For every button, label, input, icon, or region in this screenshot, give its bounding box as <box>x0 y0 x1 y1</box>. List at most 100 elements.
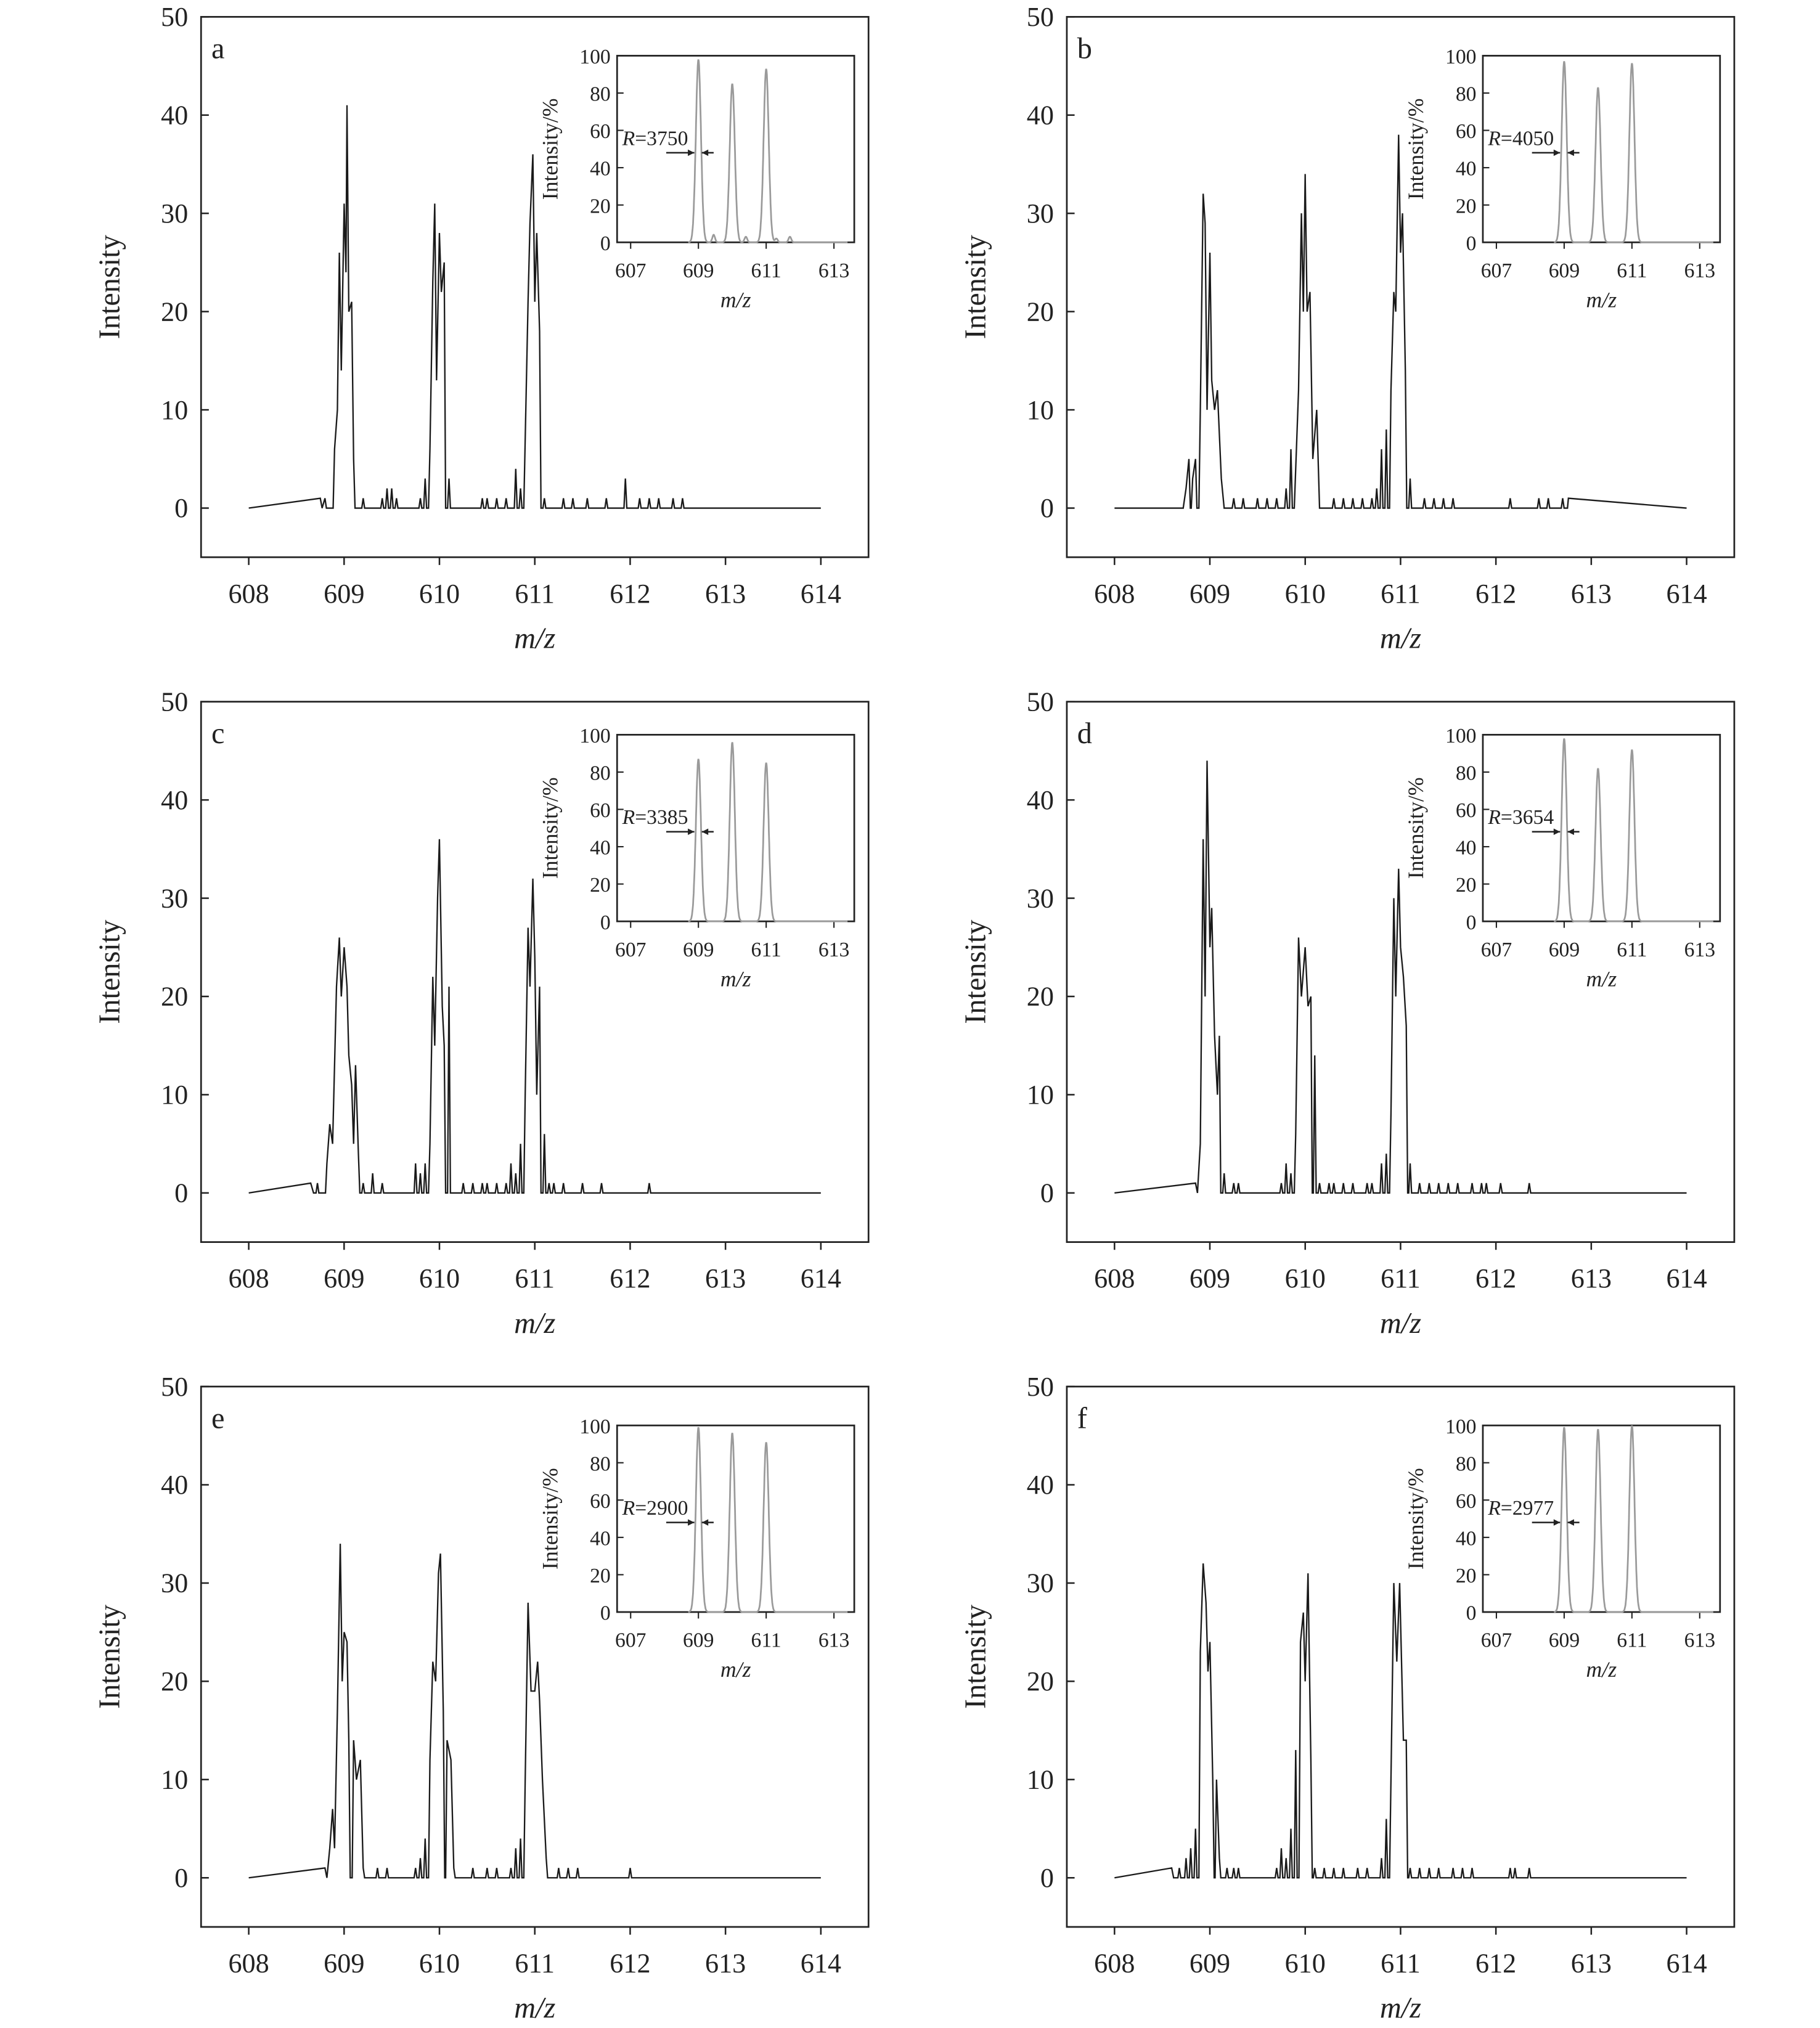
x-tick-label: 613 <box>1571 1949 1612 1979</box>
x-tick-label: 613 <box>1571 1263 1612 1293</box>
inset-y-tick-label: 0 <box>1466 1602 1477 1625</box>
inset-x-axis-label: m/z <box>720 1657 751 1682</box>
y-tick-label: 0 <box>1040 1178 1054 1208</box>
x-axis-label: m/z <box>1380 622 1421 654</box>
inset-y-tick-label: 80 <box>590 1452 611 1475</box>
inset-x-tick-label: 613 <box>1684 1629 1715 1652</box>
inset-y-tick-label: 40 <box>1456 1527 1477 1550</box>
x-tick-label: 614 <box>801 579 841 609</box>
x-tick-label: 614 <box>1666 1263 1707 1293</box>
x-tick-label: 613 <box>705 579 746 609</box>
inset-y-tick-label: 100 <box>1445 1415 1476 1438</box>
y-tick-label: 40 <box>1027 785 1054 815</box>
inset-y-tick-label: 80 <box>1456 1452 1477 1475</box>
panel-f: 0 10 20 30 40 50 608 609 610 611 612 613 614 Intensit… <box>959 1372 1736 2024</box>
resolution-symbol: R <box>622 806 635 829</box>
inset-y-tick-label: 60 <box>1456 799 1477 822</box>
resolution-value: =3385 <box>635 806 688 829</box>
x-tick-label: 610 <box>1285 1263 1326 1293</box>
inset-y-tick-label: 100 <box>579 1415 610 1438</box>
inset-x-tick-label: 607 <box>615 259 646 282</box>
inset-x-tick-label: 613 <box>1684 939 1715 961</box>
inset-y-tick-label: 80 <box>1456 83 1477 106</box>
y-axis-label: Intensity <box>94 920 126 1024</box>
y-tick-label: 50 <box>1027 686 1054 717</box>
inset-x-tick-label: 607 <box>1481 1629 1512 1652</box>
inset-x-tick-label: 613 <box>1684 259 1715 282</box>
inset-y-tick-label: 60 <box>1456 120 1477 143</box>
y-tick-label: 40 <box>161 785 188 815</box>
resolution-symbol: R <box>622 1497 635 1520</box>
x-tick-label: 612 <box>610 1949 650 1979</box>
spectrum-line <box>248 839 821 1194</box>
y-tick-label: 40 <box>1027 1470 1054 1500</box>
x-tick-label: 611 <box>1381 1949 1421 1979</box>
y-tick-label: 20 <box>161 1666 188 1696</box>
inset-y-tick-label: 100 <box>579 46 610 68</box>
y-tick-label: 40 <box>161 100 188 130</box>
inset-y-tick-label: 60 <box>590 799 611 822</box>
y-tick-label: 30 <box>161 1568 188 1598</box>
arrowhead-right-icon <box>1553 1519 1561 1526</box>
inset-y-tick-label: 20 <box>1456 1565 1477 1587</box>
inset-y-tick-label: 40 <box>1456 837 1477 860</box>
y-tick-label: 20 <box>1027 1666 1054 1696</box>
x-tick-label: 610 <box>419 579 460 609</box>
y-tick-label: 0 <box>174 1863 188 1893</box>
panel-label: d <box>1077 717 1092 750</box>
inset-x-tick-label: 611 <box>1617 1629 1647 1652</box>
inset-chart: 0 20 40 60 80 100 607 609 611 613 Intensity/% m/z R=… <box>1403 1415 1721 1682</box>
x-tick-label: 614 <box>801 1949 841 1979</box>
x-tick-label: 614 <box>1666 1949 1707 1979</box>
inset-frame <box>616 1424 855 1613</box>
inset-y-tick-label: 80 <box>590 762 611 785</box>
x-axis-label: m/z <box>1380 1307 1421 1340</box>
spectrum-line <box>248 1544 821 1879</box>
inset-y-tick-label: 20 <box>590 195 611 218</box>
inset-x-tick-label: 607 <box>1481 259 1512 282</box>
x-axis-label: m/z <box>514 1307 555 1340</box>
inset-x-tick-label: 613 <box>818 259 849 282</box>
x-tick-label: 609 <box>1190 1263 1230 1293</box>
inset-spectrum-line <box>688 742 848 922</box>
x-tick-label: 611 <box>1381 1263 1421 1293</box>
inset-y-tick-label: 100 <box>579 725 610 747</box>
inset-y-tick-label: 80 <box>590 83 611 106</box>
resolution-symbol: R <box>1487 1497 1501 1520</box>
arrowhead-right-icon <box>688 149 695 157</box>
inset-y-tick-label: 100 <box>1445 46 1476 68</box>
y-tick-label: 20 <box>1027 296 1054 327</box>
inset-x-tick-label: 607 <box>615 1629 646 1652</box>
x-tick-label: 610 <box>419 1263 460 1293</box>
y-tick-label: 10 <box>161 395 188 425</box>
inset-y-tick-label: 20 <box>1456 874 1477 897</box>
y-axis-label: Intensity <box>94 235 126 339</box>
panel-a: 0 10 20 30 40 50 608 609 610 611 612 613 614 Intensit… <box>94 2 870 654</box>
inset-x-tick-label: 609 <box>1549 259 1580 282</box>
inset-y-tick-label: 40 <box>590 837 611 860</box>
x-tick-label: 610 <box>1285 579 1326 609</box>
resolution-value: =4050 <box>1501 127 1554 150</box>
resolution-symbol: R <box>1487 127 1501 150</box>
resolution-annotation: R=3654 <box>1487 806 1554 829</box>
y-tick-label: 0 <box>174 1178 188 1208</box>
inset-chart: 0 20 40 60 80 100 607 609 611 613 Intensity/% m/z R=… <box>1403 46 1721 312</box>
inset-x-tick-label: 607 <box>1481 939 1512 961</box>
x-axis-label: m/z <box>514 622 555 654</box>
y-axis-label: Intensity <box>959 920 992 1024</box>
inset-x-tick-label: 611 <box>1617 939 1647 961</box>
y-tick-label: 50 <box>1027 1372 1054 1402</box>
inset-x-tick-label: 611 <box>751 939 781 961</box>
x-tick-label: 608 <box>228 1949 269 1979</box>
y-axis-label: Intensity <box>94 1605 126 1709</box>
inset-y-tick-label: 60 <box>590 120 611 143</box>
arrowhead-left-icon <box>701 828 709 836</box>
x-tick-label: 612 <box>610 579 650 609</box>
inset-y-tick-label: 60 <box>590 1490 611 1513</box>
inset-x-axis-label: m/z <box>1586 966 1617 991</box>
y-tick-label: 20 <box>161 982 188 1012</box>
resolution-annotation: R=4050 <box>1487 127 1554 150</box>
x-tick-label: 609 <box>324 1949 364 1979</box>
spectrum-line <box>1114 134 1687 509</box>
